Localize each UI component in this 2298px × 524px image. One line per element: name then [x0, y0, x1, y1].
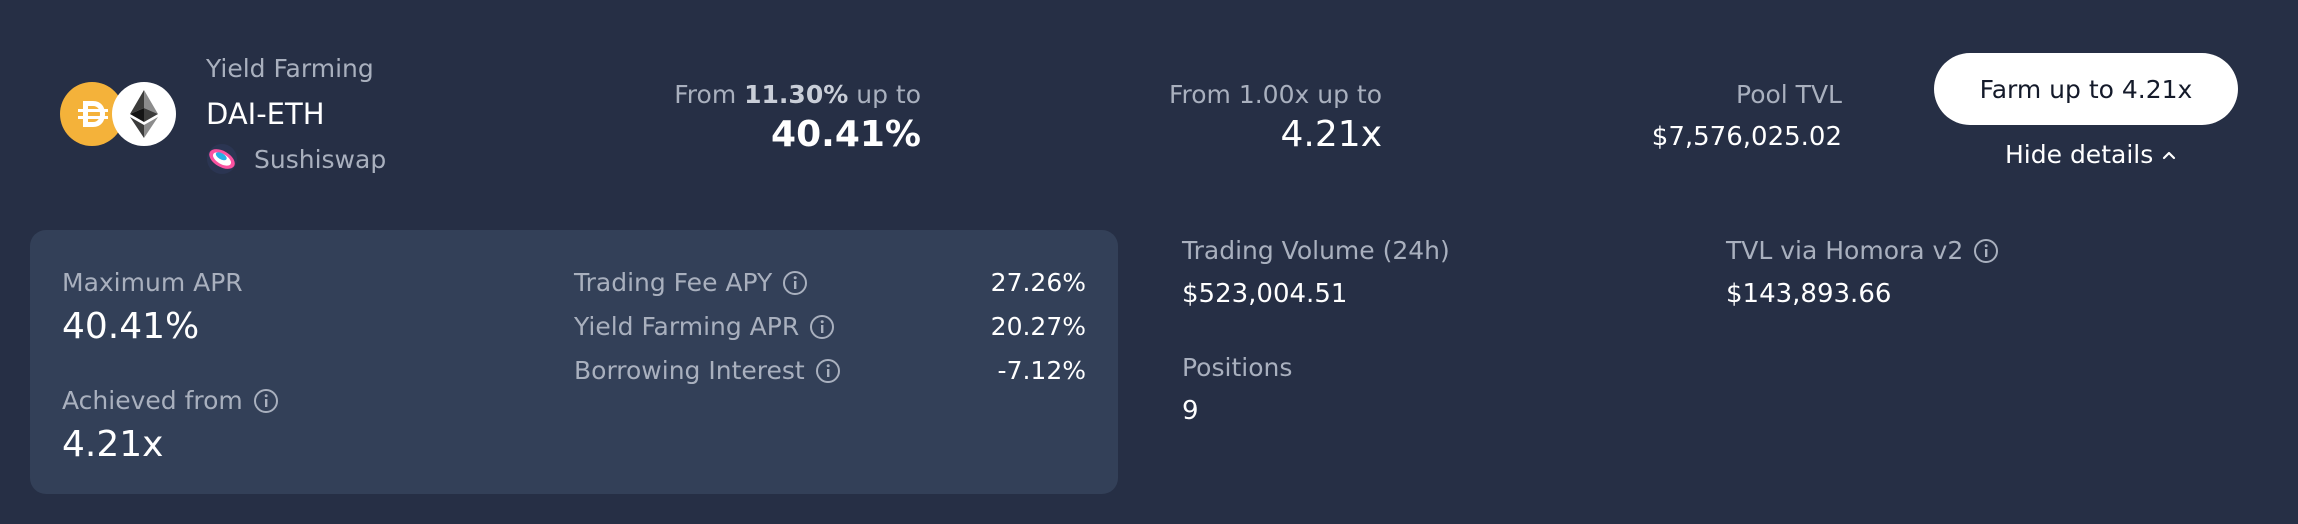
apr-max-value: 40.41%	[771, 114, 921, 155]
max-apr-label: Maximum APR	[62, 268, 243, 297]
breakdown-row-trading-fee: Trading Fee APY 27.26%	[574, 268, 1086, 297]
sushiswap-icon	[206, 143, 238, 175]
achieved-from-value: 4.21x	[62, 424, 164, 465]
breakdown-row-borrowing-interest: Borrowing Interest -7.12%	[574, 356, 1086, 385]
info-icon[interactable]	[782, 270, 808, 296]
breakdown-label: Trading Fee APY	[574, 268, 808, 297]
leverage-max-value: 4.21x	[1280, 114, 1382, 155]
borrowing-interest-value: -7.12%	[997, 356, 1086, 385]
trading-fee-apy-value: 27.26%	[990, 268, 1086, 297]
borrowing-interest-label: Borrowing Interest	[574, 356, 805, 385]
info-icon[interactable]	[1973, 238, 1999, 264]
max-apr-value: 40.41%	[62, 306, 200, 347]
info-icon[interactable]	[815, 358, 841, 384]
dex-name: Sushiswap	[254, 144, 387, 174]
yield-farming-apr-label: Yield Farming APR	[574, 312, 800, 341]
breakdown-label: Borrowing Interest	[574, 356, 841, 385]
positions-label: Positions	[1182, 353, 1293, 382]
pool-tvl-label: Pool TVL	[1736, 80, 1842, 109]
hide-details-toggle[interactable]: Hide details	[2005, 140, 2177, 169]
pool-name: DAI-ETH	[206, 97, 325, 131]
eth-icon	[112, 82, 176, 146]
pool-category: Yield Farming	[206, 54, 374, 83]
pool-tvl-value: $7,576,025.02	[1651, 122, 1842, 152]
trading-fee-apy-label: Trading Fee APY	[574, 268, 773, 297]
info-icon[interactable]	[809, 314, 835, 340]
farm-button[interactable]: Farm up to 4.21x	[1934, 53, 2238, 125]
positions-value: 9	[1182, 396, 1199, 426]
tvl-homora-text: TVL via Homora v2	[1726, 236, 1964, 265]
apr-details-panel	[30, 230, 1118, 494]
breakdown-label: Yield Farming APR	[574, 312, 835, 341]
info-icon[interactable]	[253, 388, 279, 414]
achieved-from-label: Achieved from	[62, 386, 279, 415]
pair-token-icons	[60, 82, 176, 146]
leverage-range-text: From 1.00x up to	[1168, 80, 1382, 109]
trading-volume-label: Trading Volume (24h)	[1182, 236, 1450, 265]
chevron-up-icon	[2161, 149, 2177, 161]
achieved-from-text: Achieved from	[62, 386, 243, 415]
apr-up-to: up to	[856, 80, 921, 109]
hide-details-label: Hide details	[2005, 140, 2154, 169]
dex-row: Sushiswap	[206, 143, 386, 175]
apr-min-value: 11.30%	[744, 80, 849, 109]
tvl-homora-value: $143,893.66	[1726, 279, 1892, 309]
breakdown-row-yield-farming: Yield Farming APR 20.27%	[574, 312, 1086, 341]
apr-range-text: From 11.30% up to	[674, 80, 921, 109]
apr-from-prefix: From	[674, 80, 737, 109]
yield-farming-apr-value: 20.27%	[990, 312, 1086, 341]
tvl-homora-label: TVL via Homora v2	[1726, 236, 1999, 265]
trading-volume-value: $523,004.51	[1182, 279, 1348, 309]
